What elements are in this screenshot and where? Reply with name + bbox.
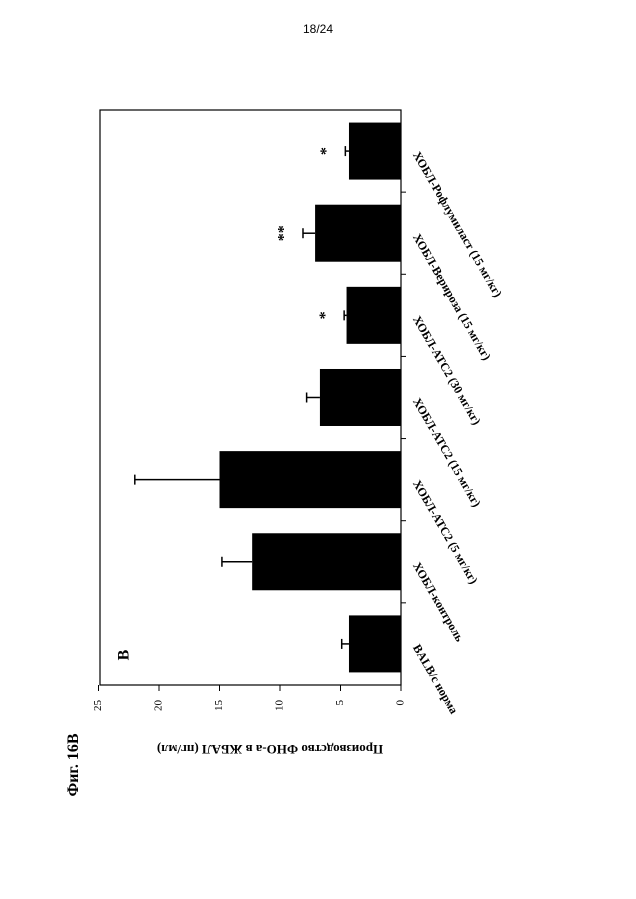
bar: [320, 369, 401, 426]
category-label: BALB/c норма: [410, 642, 461, 716]
y-tick-label: 25: [92, 700, 104, 712]
significance-marker: *: [318, 147, 335, 155]
category-label: ХОБЛ-контроль: [410, 560, 467, 645]
y-tick-label: 0: [395, 700, 407, 706]
bar: [347, 287, 401, 344]
y-tick-label: 5: [334, 700, 346, 706]
category-label: ХОБЛ-Рофлумиласт (15 мг/кг): [410, 149, 505, 300]
bar: [349, 615, 401, 672]
bar: [220, 451, 402, 508]
category-ticks: [401, 192, 406, 603]
bar: [315, 205, 401, 262]
y-axis-tick-labels: 0 5 10 15 20 25: [92, 700, 407, 712]
y-tick-label: 10: [274, 700, 286, 712]
category-labels: BALB/c нормаХОБЛ-контрольХОБЛ-АТС2 (5 мг…: [410, 149, 505, 716]
significance-marker: *: [317, 311, 334, 319]
y-tick-label: 20: [153, 700, 165, 712]
bar: [252, 533, 401, 590]
bar: [349, 123, 401, 180]
panel-label: В: [116, 649, 133, 660]
y-tick-label: 15: [213, 700, 225, 712]
y-axis-label: Производство ФНО-а в ЖБАЛ (пг/мл): [157, 742, 383, 757]
significance-marker: **: [276, 225, 293, 241]
y-axis-ticks: [99, 685, 402, 691]
